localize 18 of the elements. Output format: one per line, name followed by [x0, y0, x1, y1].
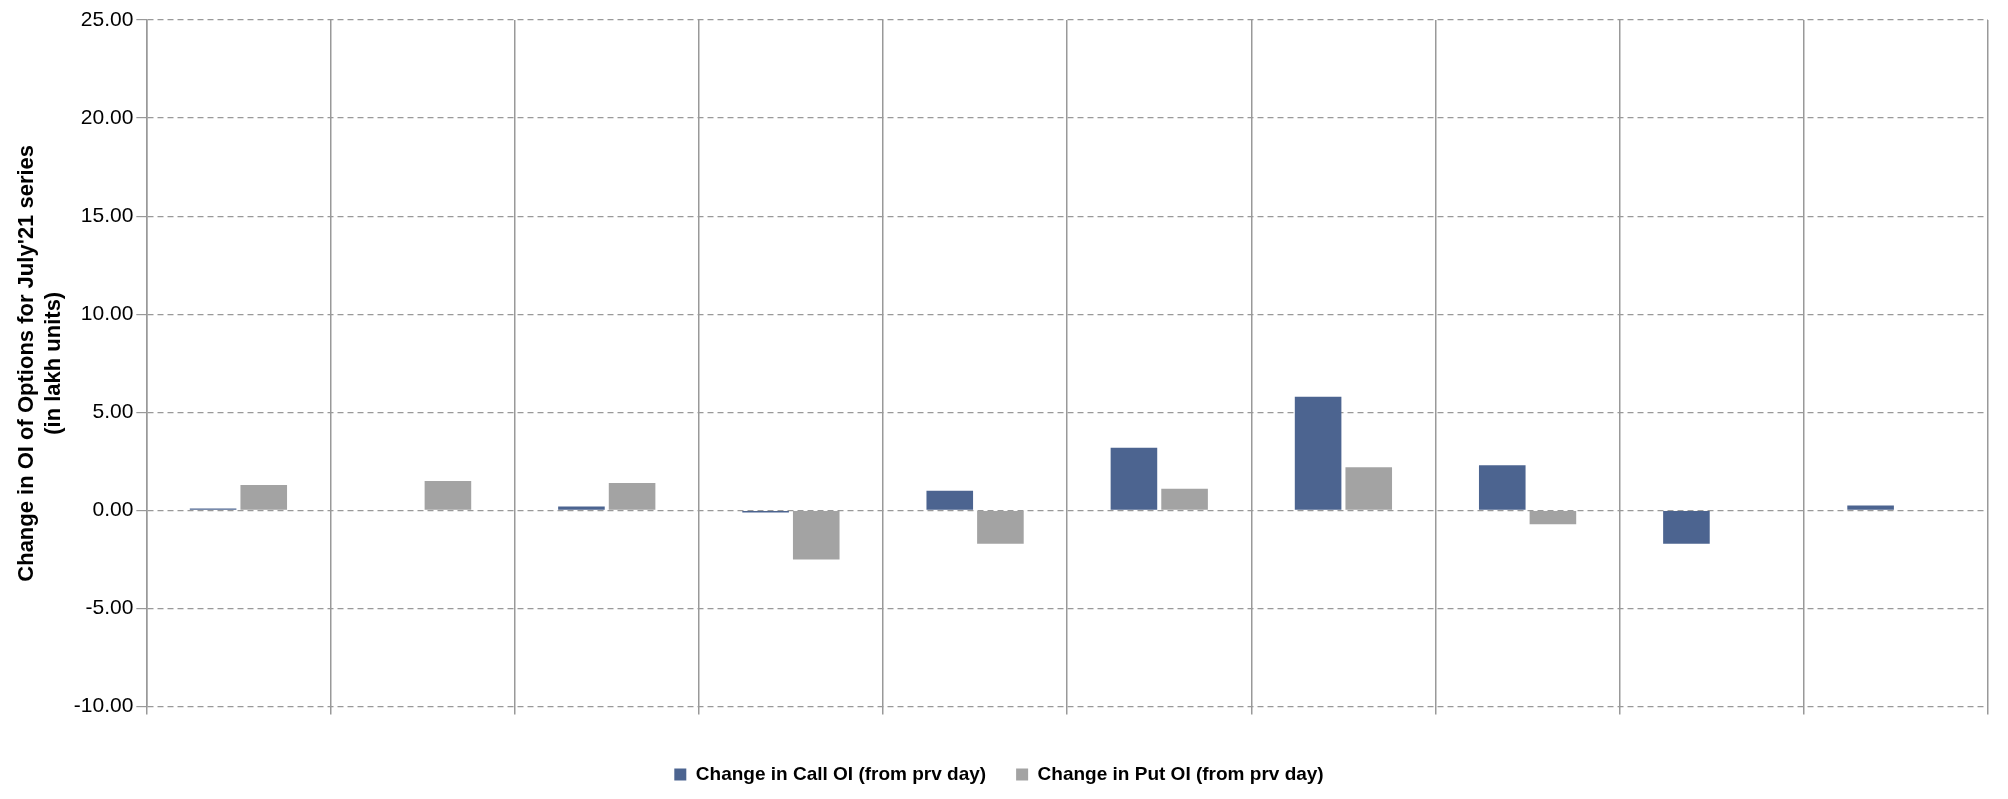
y-tick-label: -10.00: [73, 693, 134, 717]
y-tick-label: 15.00: [80, 202, 134, 226]
legend-label: Change in Put OI (from prv day): [1037, 762, 1324, 784]
y-tick-label: 25.00: [80, 6, 134, 30]
bar: [1847, 505, 1894, 510]
y-tick-label: 10.00: [80, 301, 134, 325]
bar: [1110, 447, 1158, 510]
y-tick-label: 0.00: [92, 497, 134, 521]
y-tick-label: 20.00: [80, 104, 134, 128]
y-tick-label: 5.00: [92, 399, 134, 423]
bar: [926, 490, 974, 510]
y-axis-title: Change in OI of Options for July'21 series (in lakh units): [13, 144, 65, 582]
bar: [558, 506, 605, 510]
y-tick-label: -5.00: [85, 595, 134, 619]
bar: [1663, 511, 1710, 544]
bar: [1294, 396, 1342, 510]
legend-label: Change in Call OI (from prv day): [695, 762, 987, 784]
bar: [1478, 465, 1526, 510]
